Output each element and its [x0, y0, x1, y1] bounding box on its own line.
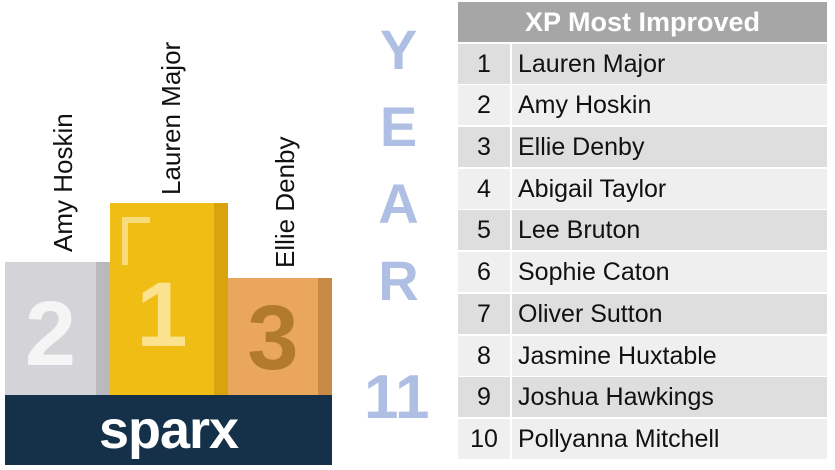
table-row: 4 Abigail Taylor [458, 168, 827, 209]
podium-name: Amy Hoskin [48, 113, 78, 252]
rank: 3 [458, 127, 510, 168]
table-row: 10 Pollyanna Mitchell [458, 418, 827, 459]
rank: 2 [458, 85, 510, 126]
podium-name: Lauren Major [156, 41, 186, 195]
brand-base: sparx [5, 395, 332, 465]
year-number: 11 [364, 363, 430, 432]
student-name: Sophie Caton [512, 252, 827, 293]
table-row: 9 Joshua Hawkings [458, 377, 827, 418]
table-row: 7 Oliver Sutton [458, 293, 827, 334]
table-title: XP Most Improved [458, 2, 827, 42]
silver-block: 2 [5, 262, 110, 395]
student-name: Ellie Denby [512, 127, 827, 168]
rank: 10 [458, 418, 510, 459]
shine [122, 217, 150, 223]
year-label: YEAR [367, 18, 430, 326]
rank: 4 [458, 168, 510, 209]
student-name: Oliver Sutton [512, 293, 827, 334]
student-name: Amy Hoskin [512, 85, 827, 126]
student-name: Jasmine Huxtable [512, 335, 827, 376]
student-name: Abigail Taylor [512, 168, 827, 209]
gold-block: 1 [110, 203, 228, 395]
rank: 7 [458, 293, 510, 334]
podium-name: Ellie Denby [270, 136, 300, 268]
student-name: Lauren Major [512, 43, 827, 84]
table-row: 3 Ellie Denby [458, 127, 827, 168]
podium-place: 2 [24, 283, 77, 385]
podium-place: 1 [136, 264, 188, 366]
student-name: Lee Bruton [512, 210, 827, 251]
brand: sparx [98, 400, 239, 460]
table-row: 1 Lauren Major [458, 43, 827, 84]
student-name: Joshua Hawkings [512, 377, 827, 418]
rank: 9 [458, 377, 510, 418]
rank: 8 [458, 335, 510, 376]
table-row: 6 Sophie Caton [458, 252, 827, 293]
table-row: 5 Lee Bruton [458, 210, 827, 251]
student-name: Pollyanna Mitchell [512, 418, 827, 459]
table: XP Most Improved 1 Lauren Major 2 Amy Hoski… [458, 2, 827, 459]
podium-place: 3 [247, 287, 299, 389]
rank: 1 [458, 43, 510, 84]
shine [122, 217, 128, 265]
table-row: 8 Jasmine Huxtable [458, 335, 827, 376]
rank: 5 [458, 210, 510, 251]
bronze-block: 3 [228, 278, 332, 395]
table-row: 2 Amy Hoskin [458, 85, 827, 126]
rank: 6 [458, 252, 510, 293]
